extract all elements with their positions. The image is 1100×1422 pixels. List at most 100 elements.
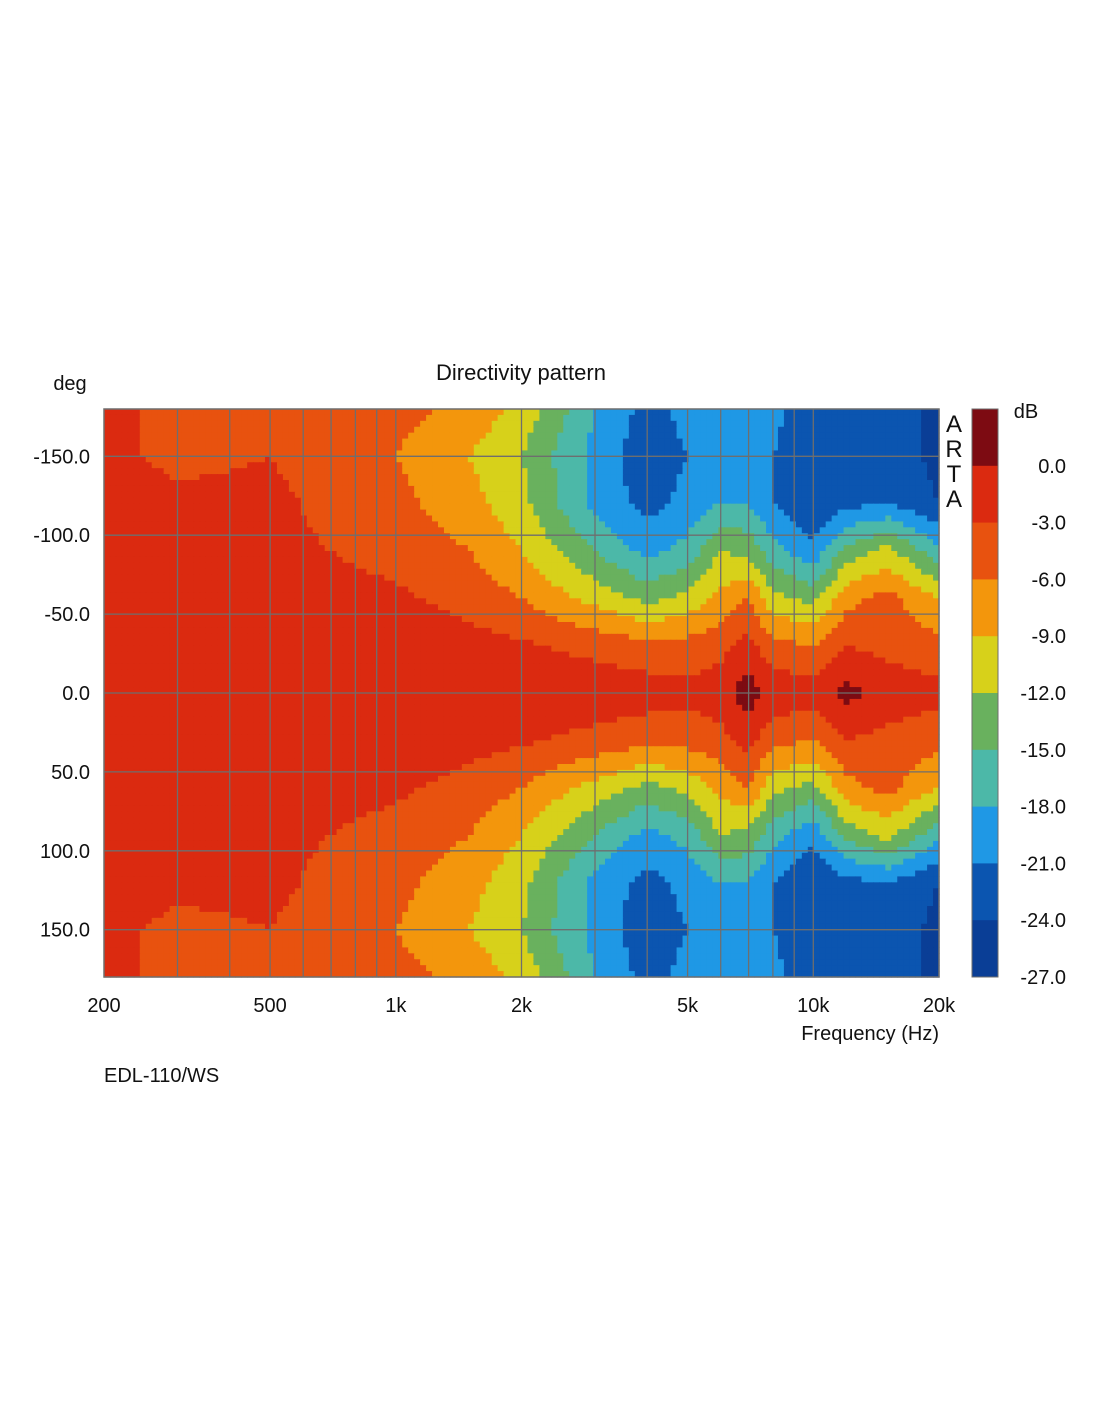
heatmap-cell bbox=[724, 521, 731, 528]
heatmap-cell bbox=[288, 491, 296, 499]
heatmap-cell bbox=[271, 527, 278, 534]
heatmap-cell bbox=[372, 468, 379, 475]
heatmap-cell bbox=[497, 551, 505, 558]
heatmap-cell bbox=[587, 450, 594, 457]
heatmap-cell bbox=[628, 432, 636, 440]
heatmap-cell bbox=[581, 497, 588, 505]
heatmap-cell bbox=[157, 462, 165, 469]
heatmap-cell bbox=[193, 414, 201, 422]
heatmap-cell bbox=[491, 503, 499, 511]
heatmap-cell bbox=[139, 580, 147, 588]
heatmap-cell bbox=[724, 444, 731, 452]
heatmap-cell bbox=[867, 438, 874, 446]
heatmap-cell bbox=[855, 533, 863, 540]
heatmap-cell bbox=[181, 556, 189, 564]
heatmap-cell bbox=[217, 616, 224, 623]
heatmap-cell bbox=[163, 610, 171, 617]
heatmap-cell bbox=[628, 456, 636, 463]
heatmap-cell bbox=[271, 468, 278, 475]
heatmap-cell bbox=[521, 414, 529, 422]
heatmap-cell bbox=[300, 592, 308, 599]
heatmap-cell bbox=[724, 598, 731, 605]
heatmap-cell bbox=[670, 574, 678, 582]
heatmap-cell bbox=[461, 414, 469, 422]
heatmap-cell bbox=[438, 574, 445, 582]
heatmap-cell bbox=[861, 586, 869, 594]
heatmap-cell bbox=[396, 551, 403, 558]
heatmap-cell bbox=[843, 574, 851, 582]
heatmap-cell bbox=[551, 604, 558, 611]
heatmap-cell bbox=[903, 456, 910, 463]
heatmap-cell bbox=[772, 503, 779, 511]
heatmap-cell bbox=[342, 438, 350, 446]
heatmap-cell bbox=[175, 414, 183, 422]
heatmap-cell bbox=[426, 586, 433, 594]
heatmap-cell bbox=[622, 610, 630, 617]
heatmap-cell bbox=[676, 509, 684, 517]
heatmap-cell bbox=[927, 562, 934, 570]
heatmap-cell bbox=[616, 616, 624, 623]
heatmap-cell bbox=[360, 521, 368, 528]
heatmap-cell bbox=[420, 539, 427, 546]
heatmap-cell bbox=[843, 426, 851, 434]
heatmap-cell bbox=[187, 497, 195, 505]
heatmap-cell bbox=[557, 556, 564, 564]
heatmap-cell bbox=[276, 444, 284, 452]
heatmap-cell bbox=[897, 515, 904, 523]
heatmap-cell bbox=[700, 574, 707, 582]
heatmap-cell bbox=[199, 521, 206, 528]
heatmap-cell bbox=[104, 539, 111, 546]
heatmap-cell bbox=[127, 527, 135, 534]
heatmap-cell bbox=[861, 562, 869, 570]
heatmap-cell bbox=[241, 480, 248, 487]
heatmap-cell bbox=[360, 432, 368, 440]
heatmap-cell bbox=[366, 604, 373, 611]
heatmap-cell bbox=[849, 592, 857, 599]
heatmap-cell bbox=[473, 438, 481, 446]
heatmap-cell bbox=[187, 426, 195, 434]
heatmap-cell bbox=[348, 420, 356, 428]
heatmap-cell bbox=[247, 539, 254, 546]
heatmap-cell bbox=[712, 480, 719, 487]
heatmap-cell bbox=[622, 420, 630, 428]
heatmap-cell bbox=[473, 556, 481, 564]
heatmap-cell bbox=[730, 409, 737, 416]
heatmap-cell bbox=[658, 456, 666, 463]
heatmap-cell bbox=[348, 604, 356, 611]
heatmap-cell bbox=[933, 580, 940, 588]
heatmap-cell bbox=[467, 444, 475, 452]
heatmap-cell bbox=[801, 438, 809, 446]
heatmap-cell bbox=[676, 491, 684, 499]
heatmap-cell bbox=[432, 586, 439, 594]
heatmap-cell bbox=[151, 450, 159, 457]
heatmap-cell bbox=[276, 409, 284, 416]
heatmap-cell bbox=[366, 432, 373, 440]
heatmap-cell bbox=[801, 450, 809, 457]
heatmap-cell bbox=[527, 462, 535, 469]
heatmap-cell bbox=[927, 462, 934, 469]
heatmap-cell bbox=[497, 462, 505, 469]
heatmap-cell bbox=[151, 568, 159, 576]
heatmap-cell bbox=[658, 592, 666, 599]
heatmap-cell bbox=[414, 545, 421, 552]
heatmap-cell bbox=[104, 551, 111, 558]
heatmap-cell bbox=[366, 474, 373, 481]
heatmap-cell bbox=[754, 409, 761, 416]
heatmap-cell bbox=[324, 474, 332, 481]
heatmap-cell bbox=[772, 592, 779, 599]
heatmap-cell bbox=[271, 420, 278, 428]
heatmap-cell bbox=[694, 426, 702, 434]
heatmap-cell bbox=[324, 497, 332, 505]
heatmap-cell bbox=[813, 598, 821, 605]
heatmap-cell bbox=[479, 562, 487, 570]
heatmap-cell bbox=[432, 503, 439, 511]
heatmap-cell bbox=[509, 474, 517, 481]
heatmap-cell bbox=[754, 497, 761, 505]
heatmap-cell bbox=[282, 604, 290, 611]
heatmap-cell bbox=[181, 539, 189, 546]
heatmap-cell bbox=[867, 509, 874, 517]
heatmap-cell bbox=[795, 598, 803, 605]
heatmap-cell bbox=[384, 580, 391, 588]
heatmap-cell bbox=[539, 515, 546, 523]
heatmap-cell bbox=[151, 610, 159, 617]
